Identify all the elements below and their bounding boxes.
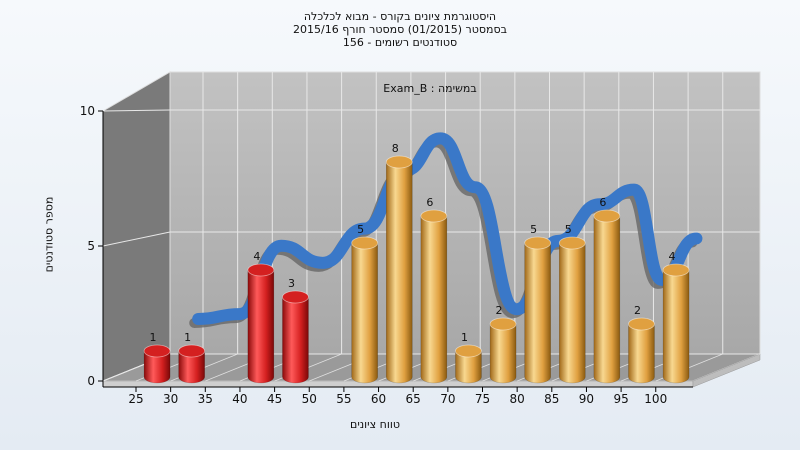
y-tick-label: 5 bbox=[87, 239, 95, 253]
bar-top bbox=[593, 209, 621, 223]
bar-top bbox=[524, 236, 552, 250]
bar-label: 2 bbox=[496, 304, 503, 317]
x-tick-label: 65 bbox=[406, 392, 421, 406]
bar-top bbox=[351, 236, 379, 250]
bar-top bbox=[420, 209, 448, 223]
bar bbox=[455, 350, 482, 384]
bar-label: 6 bbox=[426, 196, 433, 209]
x-tick-label: 55 bbox=[336, 392, 351, 406]
chart-subtitle: Exam_B : במשימה bbox=[383, 82, 477, 95]
bar-top bbox=[282, 290, 309, 304]
x-axis-label: טווח ציונים bbox=[350, 418, 400, 431]
y-axis-label: מספר סטודנטים bbox=[42, 196, 56, 273]
x-tick-label: 90 bbox=[579, 392, 594, 406]
bar-top bbox=[178, 344, 206, 358]
x-tick-label: 40 bbox=[232, 392, 247, 406]
bar-label: 5 bbox=[530, 223, 537, 236]
x-tick-label: 85 bbox=[544, 392, 559, 406]
bar-top bbox=[662, 263, 690, 277]
chart-title-line-1: היסטוגרמת ציונים בקורס - מבוא לכלכלה bbox=[303, 10, 497, 23]
bar bbox=[593, 215, 621, 384]
x-tick-label: 45 bbox=[267, 392, 282, 406]
bar-label: 8 bbox=[392, 142, 399, 155]
floor-edge-side bbox=[692, 353, 761, 388]
bar-label: 6 bbox=[599, 196, 606, 209]
x-tick-label: 100 bbox=[644, 392, 667, 406]
x-tick-label: 80 bbox=[510, 392, 525, 406]
chart-title-line-3: סטודנטים רשומים - 156 bbox=[342, 36, 458, 49]
bar-label: 4 bbox=[253, 250, 260, 263]
x-tick-label: 75 bbox=[475, 392, 490, 406]
bar-label: 5 bbox=[565, 223, 572, 236]
x-tick-label: 50 bbox=[302, 392, 317, 406]
bar bbox=[143, 350, 171, 384]
bar bbox=[420, 215, 448, 384]
bar-top bbox=[247, 263, 275, 277]
bar-top bbox=[558, 236, 586, 250]
bar bbox=[489, 323, 517, 384]
bar-top bbox=[489, 317, 517, 331]
bar bbox=[351, 242, 378, 384]
bar-top bbox=[385, 155, 413, 169]
bar bbox=[178, 350, 205, 384]
bar-label: 5 bbox=[357, 223, 364, 236]
grid-line-side bbox=[102, 109, 171, 112]
grid-line-side bbox=[102, 231, 171, 247]
distribution-curve bbox=[192, 132, 703, 325]
x-tick-label: 30 bbox=[163, 392, 178, 406]
x-tick-label: 60 bbox=[371, 392, 386, 406]
bar-label: 1 bbox=[150, 331, 157, 344]
x-tick-label: 95 bbox=[613, 392, 628, 406]
bar-label: 1 bbox=[461, 331, 468, 344]
bar-label: 1 bbox=[184, 331, 191, 344]
chart-title-line-2: בסמסטר (01/2015) סמסטר חורף 2015/16 bbox=[293, 23, 507, 36]
bar bbox=[282, 296, 309, 384]
bar bbox=[628, 323, 655, 384]
x-tick-label: 35 bbox=[198, 392, 213, 406]
y-tick-label: 0 bbox=[87, 374, 95, 388]
x-tick-label: 70 bbox=[440, 392, 455, 406]
bar bbox=[386, 161, 413, 384]
bar-top bbox=[628, 317, 655, 331]
bar bbox=[524, 242, 551, 384]
bar-label: 3 bbox=[288, 277, 295, 290]
bar-top bbox=[455, 344, 482, 358]
y-tick-label: 10 bbox=[80, 104, 95, 118]
bar-top bbox=[143, 344, 171, 358]
bar bbox=[559, 242, 586, 384]
side-wall bbox=[102, 71, 171, 382]
bar-label: 4 bbox=[669, 250, 676, 263]
bar bbox=[662, 269, 690, 384]
bar-label: 2 bbox=[634, 304, 641, 317]
bar bbox=[247, 269, 275, 384]
x-tick-label: 25 bbox=[128, 392, 143, 406]
